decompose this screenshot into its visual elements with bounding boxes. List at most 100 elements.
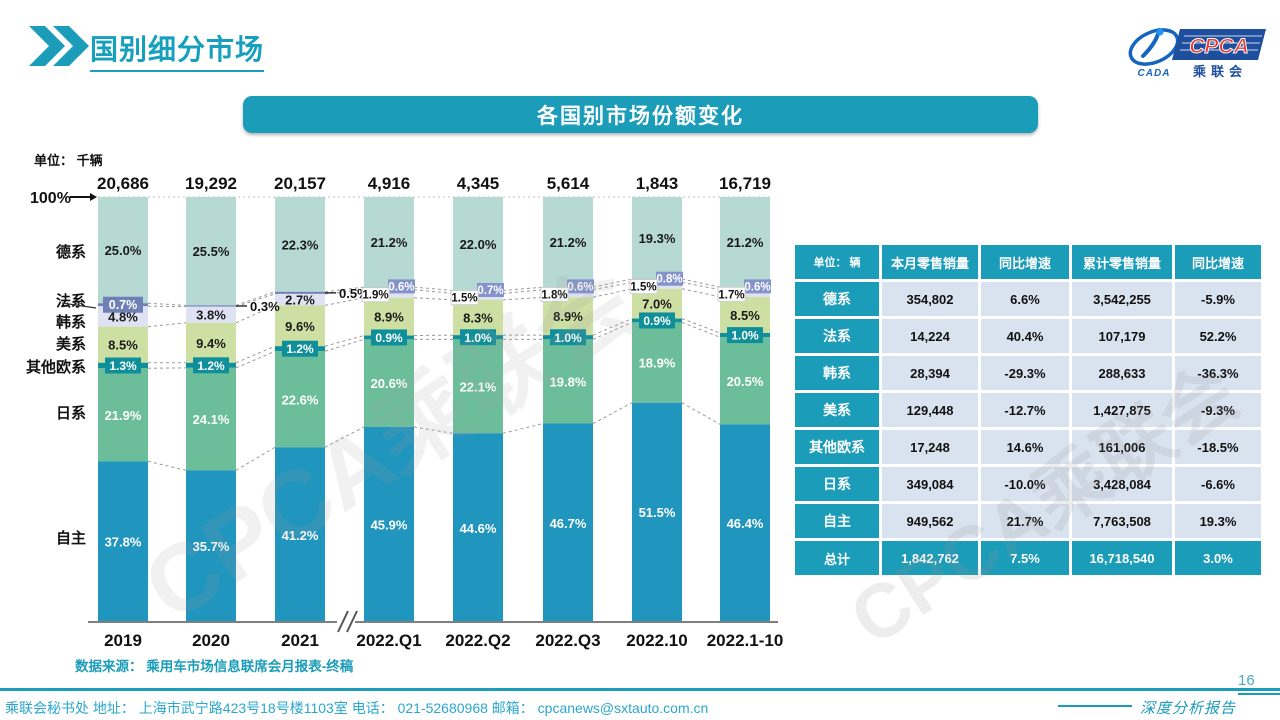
fa-label-box [744, 279, 771, 294]
page-number: 16 [1238, 672, 1255, 689]
table-cell: 1,842,762 [882, 541, 978, 575]
table-cell: -9.3% [1175, 393, 1261, 427]
bar-segment-美系 [275, 305, 325, 347]
connector-line [502, 286, 544, 291]
segment-label: 0.7% [109, 298, 138, 312]
svg-text:乘联会: 乘联会 [1192, 64, 1247, 79]
connector-line [235, 345, 276, 364]
arrow-icon [90, 193, 97, 201]
segment-label: 0.7% [477, 285, 503, 297]
segment-label: 25.5% [193, 244, 230, 259]
cada-emblem-icon: CADA [1128, 28, 1180, 79]
segment-label: 24.1% [193, 412, 230, 427]
table-cell: 161,006 [1072, 430, 1172, 464]
segment-label: 8.5% [108, 338, 138, 353]
table-row-label: 其他欧系 [795, 430, 879, 464]
y-axis-100-label: 100% [30, 190, 71, 207]
connector-line [413, 286, 454, 291]
table-column-header: 本月零售销量 [882, 245, 978, 279]
bar-segment-自主 [98, 461, 148, 622]
table-row-label: 日系 [795, 467, 879, 501]
segment-label: 8.5% [730, 308, 760, 323]
fa-label-box [656, 271, 683, 286]
bar-total-label: 19,292 [185, 174, 237, 193]
segment-label: 0.6% [567, 281, 593, 293]
qita-label-box [371, 329, 407, 346]
bar-segment-德系 [720, 197, 770, 288]
qita-label-box [727, 327, 763, 344]
table-cell: 3,542,255 [1072, 282, 1172, 316]
bar-segment-韩系 [186, 306, 236, 323]
segment-label: 8.9% [553, 309, 583, 324]
bar-segment-美系 [98, 326, 148, 363]
segment-label: 1.5% [630, 282, 656, 294]
table-column-header: 同比增速 [981, 245, 1069, 279]
segment-label: 19.8% [550, 374, 587, 389]
segment-label: 3.8% [196, 308, 226, 323]
segment-label: 21.2% [371, 235, 408, 250]
segment-label: 1.3% [109, 359, 137, 373]
connector-line [324, 426, 365, 448]
segment-label: 45.9% [371, 517, 408, 532]
han-label-box [629, 279, 658, 295]
segment-label: 1.9% [362, 290, 388, 302]
table-cell: 3.0% [1175, 541, 1261, 575]
segment-label: 21.2% [550, 235, 587, 250]
bar-segment-德系 [98, 197, 148, 304]
table-column-header: 累计零售销量 [1072, 245, 1172, 279]
footer-ornament-line [1238, 693, 1280, 695]
axis-break-icon [346, 610, 358, 633]
table-cell: -6.6% [1175, 467, 1261, 501]
table-cell: 354,802 [882, 282, 978, 316]
connector-line [235, 350, 276, 369]
x-axis-label: 2021 [281, 631, 319, 650]
connector-line [235, 293, 276, 308]
footer-contact: 乘联会秘书处 地址： 上海市武宁路423号18号楼1103室 电话： 021-5… [5, 700, 709, 716]
table-cell: 52.2% [1175, 319, 1261, 353]
table-row: 德系 354,802 6.6% 3,542,255 -5.9% [795, 282, 1261, 316]
series-label-自主: 自主 [56, 529, 86, 547]
connector-line [324, 297, 365, 306]
segment-label: 21.9% [105, 408, 142, 423]
table-column-header: 同比增速 [1175, 245, 1261, 279]
report-type-label: 深度分析报告 [1140, 699, 1237, 717]
segment-label: 7.0% [642, 297, 672, 312]
table-cell: -12.7% [981, 393, 1069, 427]
connector-line [502, 296, 544, 301]
connector-line [413, 289, 454, 294]
connector-line [502, 289, 544, 294]
bar-segment-自主 [632, 402, 682, 622]
bar-segment-自主 [275, 447, 325, 623]
segment-label: 35.7% [193, 539, 230, 554]
bar-segment-德系 [632, 197, 682, 280]
connector-line [324, 335, 365, 347]
axis-break-icon [337, 610, 349, 633]
series-label-其他欧系: 其他欧系 [26, 358, 86, 376]
segment-label: 19.3% [639, 231, 676, 246]
bar-segment-韩系 [275, 293, 325, 306]
table-row-label: 德系 [795, 282, 879, 316]
bar-segment-日系 [186, 367, 236, 471]
connector-line [592, 318, 633, 336]
qita-label-box [193, 357, 229, 374]
series-label-法系: 法系 [56, 292, 86, 310]
table-row-label: 法系 [795, 319, 879, 353]
bar-total-label: 1,843 [636, 174, 679, 193]
table-cell: 14,224 [882, 319, 978, 353]
table-cell: 6.6% [981, 282, 1069, 316]
qita-label-box [550, 329, 586, 346]
callout-line [61, 302, 97, 309]
bar-segment-法系 [186, 305, 236, 307]
bar-segment-自主 [720, 424, 770, 622]
table-cell: 349,084 [882, 467, 978, 501]
fa-label-box [103, 296, 143, 313]
footer-divider [0, 688, 1280, 691]
cpca-logo: CADA CPCA 乘联会 [1128, 28, 1266, 79]
segment-label: 2.7% [285, 293, 315, 308]
segment-label: 20.5% [727, 374, 764, 389]
double-chevron-icon [29, 26, 89, 66]
bar-segment-美系 [720, 296, 770, 333]
connector-line [592, 278, 633, 288]
segment-label: 1.2% [197, 359, 225, 373]
section-banner: 各国别市场份额变化 [243, 96, 1038, 133]
